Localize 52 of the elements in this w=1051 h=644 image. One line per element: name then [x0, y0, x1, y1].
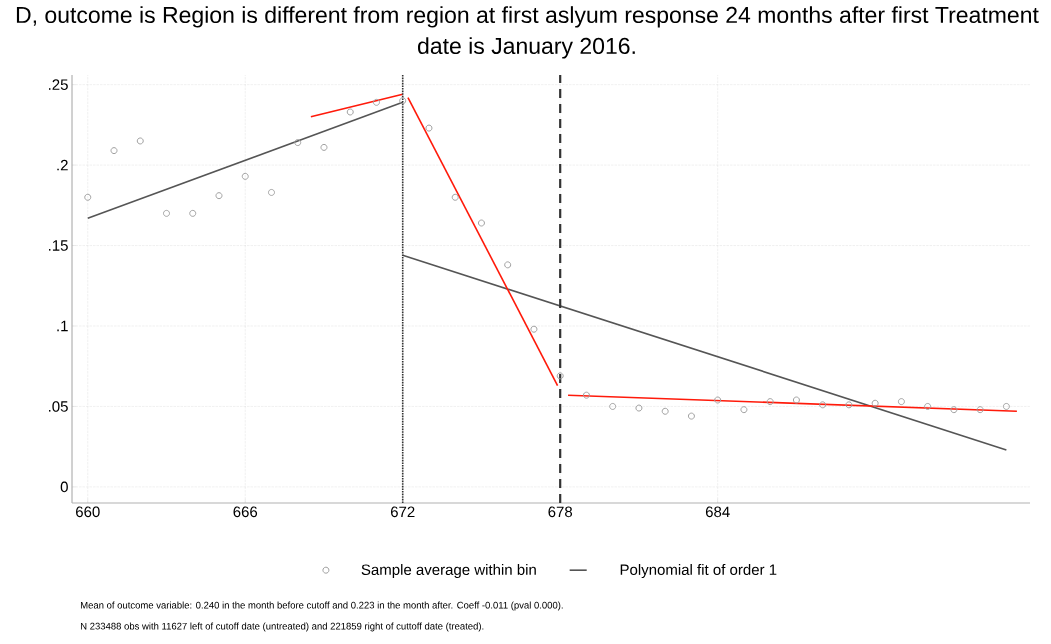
chart-title: D, outcome is Region is different from region at first aslyum response 24 months after first Treatment date is January 2016.: [16, 6, 1039, 59]
point: [556, 372, 564, 380]
point: [477, 219, 485, 227]
point: [451, 193, 459, 201]
point: [189, 209, 197, 217]
point: [267, 188, 275, 196]
point: [766, 398, 774, 406]
legend-label: Polynomial fit of order 1: [620, 564, 777, 578]
point: [582, 391, 590, 399]
point: [241, 172, 249, 180]
x-tick-label: 660: [76, 506, 100, 518]
x-tick-label: 666: [233, 506, 258, 518]
text: Mean of outcome variable: 0.240 in the month before cutoff and 0.223 in the month after. Coeff -0.011 (pval 0.000).: [80, 601, 563, 611]
y-tick-label: .1: [57, 320, 68, 332]
point: [897, 398, 905, 406]
point: [110, 147, 118, 155]
point: [136, 137, 144, 145]
point: [635, 404, 643, 412]
point: [320, 143, 328, 151]
point: [661, 407, 669, 415]
point: [687, 412, 695, 420]
point: [425, 124, 433, 132]
point: [871, 399, 879, 407]
point: [792, 396, 800, 404]
y-tick-label: .2: [57, 159, 68, 171]
point: [372, 98, 380, 106]
y-tick-label: 0: [60, 481, 68, 493]
legend-label: Sample average within bin: [361, 564, 536, 578]
point: [346, 108, 354, 116]
point: [84, 193, 92, 201]
x-tick-label: 678: [548, 506, 573, 518]
point: [976, 406, 984, 414]
point: [714, 396, 722, 404]
point: [215, 192, 223, 200]
point: [950, 406, 958, 414]
point: [294, 139, 302, 147]
point: [504, 261, 512, 269]
y-tick-label: .25: [48, 79, 68, 90]
y-tick-label: .05: [48, 401, 68, 412]
point: [163, 209, 170, 217]
point: [924, 402, 932, 410]
point: [819, 401, 827, 409]
point: [740, 406, 748, 414]
point: [530, 325, 538, 333]
text: N 233488 obs with 11627 left of cutoff date (untreated) and 221859 right of cuttoff date (treated).: [80, 622, 484, 632]
x-tick-label: 672: [390, 506, 415, 518]
point: [609, 402, 617, 410]
point: [399, 97, 407, 105]
point: [1002, 402, 1010, 410]
y-tick-label: .15: [48, 240, 68, 251]
x-tick-label: 684: [705, 506, 730, 518]
point: [845, 401, 853, 409]
